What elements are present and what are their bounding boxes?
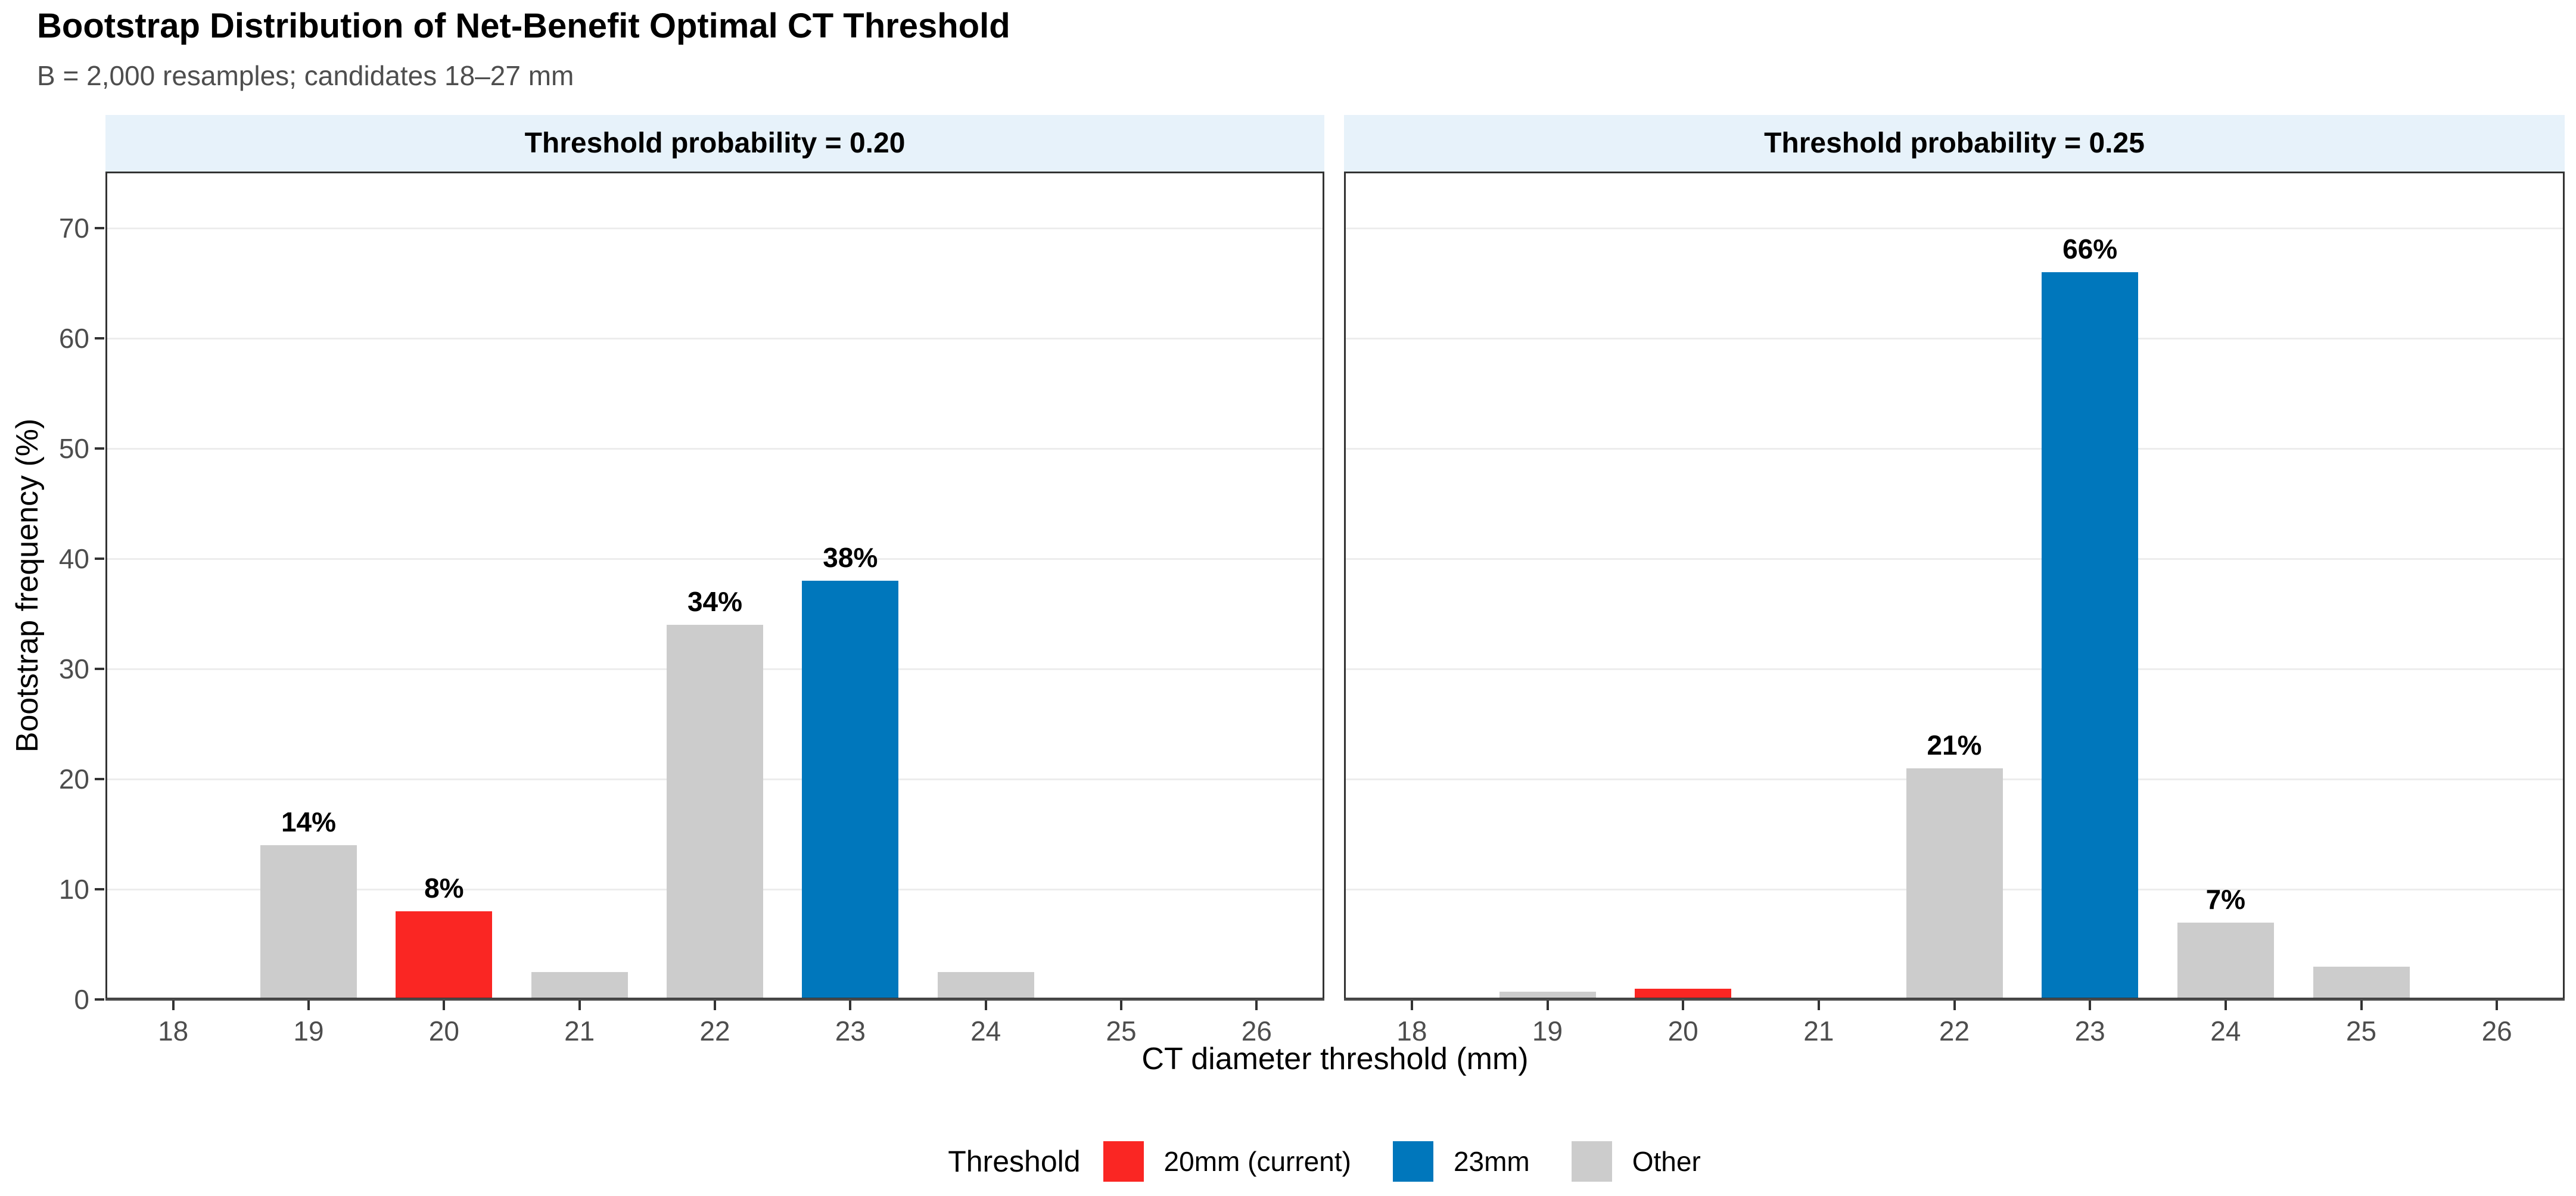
- x-axis-tick: [1120, 1001, 1122, 1010]
- x-tick-label: 24: [2210, 1016, 2241, 1046]
- x-axis-tick: [2496, 1001, 2499, 1010]
- y-axis-tick: [95, 668, 104, 670]
- bar: [260, 845, 357, 999]
- legend-swatch: [1103, 1141, 1144, 1182]
- x-tick-label: 23: [2074, 1016, 2105, 1046]
- bar-value-label: 7%: [2205, 883, 2246, 915]
- x-axis-line: [1344, 998, 2565, 1001]
- y-axis-tick: [95, 888, 104, 890]
- legend-item-label: Other: [1632, 1146, 1701, 1177]
- bar: [667, 625, 763, 999]
- x-tick-label: 25: [2345, 1016, 2377, 1046]
- bar: [2313, 966, 2410, 999]
- y-axis-tick: [95, 998, 104, 1001]
- bar: [1635, 988, 1732, 999]
- x-tick-label: 26: [2481, 1016, 2512, 1046]
- legend-title: Threshold: [948, 1145, 1081, 1178]
- x-axis-tick: [849, 1001, 852, 1010]
- y-tick-label: 30: [58, 653, 89, 684]
- y-axis-tick: [95, 337, 104, 340]
- x-axis-tick: [1255, 1001, 1258, 1010]
- x-axis-tick: [714, 1001, 716, 1010]
- y-axis-tick: [95, 227, 104, 229]
- x-axis-line: [105, 998, 1324, 1001]
- gridline: [1346, 557, 2563, 560]
- y-tick-label: 10: [58, 874, 89, 905]
- gridline: [1346, 668, 2563, 670]
- y-axis-tick: [95, 557, 104, 560]
- y-tick-label: 0: [74, 984, 89, 1015]
- x-axis-tick: [1682, 1001, 1685, 1010]
- legend-swatch: [1392, 1141, 1433, 1182]
- x-tick-label: 22: [1939, 1016, 1970, 1046]
- x-axis-tick: [1410, 1001, 1413, 1010]
- y-tick-label: 20: [58, 764, 89, 795]
- chart-title: Bootstrap Distribution of Net-Benefit Op…: [37, 7, 1010, 45]
- gridline: [1346, 447, 2563, 450]
- x-tick-label: 18: [1396, 1016, 1427, 1046]
- x-tick-label: 23: [835, 1016, 866, 1046]
- gridline: [107, 557, 1323, 560]
- x-axis-tick: [1817, 1001, 1820, 1010]
- x-tick-label: 26: [1241, 1016, 1272, 1046]
- x-tick-label: 21: [564, 1016, 595, 1046]
- x-axis-tick: [172, 1001, 175, 1010]
- bar: [396, 911, 493, 999]
- x-axis-tick: [578, 1001, 581, 1010]
- y-tick-label: 70: [58, 213, 89, 244]
- facet-strip: Threshold probability = 0.20: [105, 115, 1324, 172]
- x-axis-tick: [2089, 1001, 2092, 1010]
- legend: Threshold 20mm (current) 23mm Other: [105, 1129, 2565, 1194]
- x-axis-title: CT diameter threshold (mm): [1141, 1042, 1529, 1076]
- x-tick-label: 19: [293, 1016, 324, 1046]
- x-tick-label: 20: [1667, 1016, 1698, 1046]
- bar: [531, 971, 628, 999]
- bar: [2042, 272, 2139, 999]
- y-axis-tick: [95, 447, 104, 450]
- y-axis-title: Bootstrap frequency (%): [10, 418, 45, 753]
- x-tick-label: 21: [1803, 1016, 1834, 1046]
- legend-item-label: 20mm (current): [1163, 1146, 1351, 1177]
- x-tick-label: 19: [1532, 1016, 1563, 1046]
- x-tick-label: 22: [699, 1016, 730, 1046]
- bar-value-label: 8%: [424, 873, 464, 904]
- x-tick-label: 24: [970, 1016, 1001, 1046]
- gridline: [107, 337, 1323, 340]
- bar: [2177, 922, 2274, 999]
- x-axis-tick: [2360, 1001, 2363, 1010]
- y-tick-label: 60: [58, 323, 89, 354]
- x-tick-label: 20: [428, 1016, 459, 1046]
- bar: [1906, 768, 2003, 999]
- x-axis-tick: [2224, 1001, 2227, 1010]
- gridline: [1346, 337, 2563, 340]
- legend-swatch: [1571, 1141, 1612, 1182]
- x-axis-tick: [984, 1001, 987, 1010]
- gridline: [107, 447, 1323, 450]
- bar-value-label: 21%: [1927, 729, 1982, 761]
- y-tick-label: 50: [58, 433, 89, 464]
- bar: [1499, 992, 1596, 999]
- bar-value-label: 38%: [823, 542, 878, 573]
- legend-item-label: 23mm: [1453, 1146, 1530, 1177]
- facet-strip: Threshold probability = 0.25: [1344, 115, 2565, 172]
- chart-subtitle: B = 2,000 resamples; candidates 18–27 mm: [37, 60, 574, 91]
- x-axis-tick: [443, 1001, 446, 1010]
- bar-value-label: 34%: [687, 586, 743, 617]
- y-axis-tick: [95, 778, 104, 780]
- x-tick-label: 18: [158, 1016, 189, 1046]
- bar: [802, 581, 899, 999]
- bar-value-label: 14%: [281, 806, 337, 837]
- gridline: [107, 227, 1323, 229]
- x-axis-tick: [307, 1001, 310, 1010]
- x-axis-tick: [1546, 1001, 1549, 1010]
- x-tick-label: 25: [1106, 1016, 1137, 1046]
- y-tick-label: 40: [58, 543, 89, 574]
- x-axis-tick: [1953, 1001, 1956, 1010]
- bar: [937, 971, 1034, 999]
- gridline: [1346, 227, 2563, 229]
- bar-value-label: 66%: [2062, 233, 2118, 264]
